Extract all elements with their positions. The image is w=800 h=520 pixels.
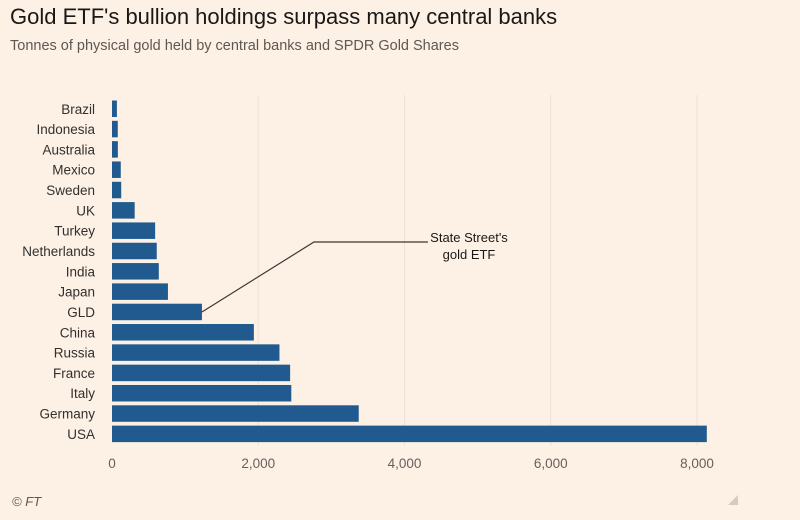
category-label: Australia [42, 142, 95, 157]
category-label: Turkey [54, 224, 95, 239]
bar [112, 263, 159, 280]
bar-chart: Brazil Indonesia Australia Mexico Sweden UK Tu… [22, 95, 714, 471]
category-label: Netherlands [22, 244, 95, 259]
bar [112, 202, 135, 219]
category-label: Brazil [61, 102, 95, 117]
category-label: Italy [70, 386, 95, 401]
bar [112, 405, 359, 422]
bar [112, 384, 292, 402]
bar [112, 100, 117, 117]
bar [112, 161, 121, 178]
category-label: India [66, 264, 96, 279]
bar [112, 425, 707, 443]
category-label: Indonesia [36, 122, 95, 137]
category-label: UK [76, 203, 95, 218]
bar [112, 222, 156, 239]
x-tick-label: 2,000 [241, 456, 275, 471]
chart-subtitle: Tonnes of physical gold held by central … [10, 38, 459, 54]
category-label: USA [67, 427, 95, 442]
bar [112, 283, 168, 300]
category-label: GLD [67, 305, 95, 320]
category-label: Russia [54, 346, 96, 361]
category-label: Japan [58, 285, 95, 300]
x-tick-label: 4,000 [388, 456, 422, 471]
source-credit: © FT [12, 494, 42, 509]
bar [112, 324, 254, 341]
category-label: Germany [39, 407, 95, 422]
chart-title: Gold ETF's bullion holdings surpass many… [10, 4, 558, 29]
x-tick-label: 6,000 [534, 456, 568, 471]
annotation-label: gold ETF [443, 247, 496, 262]
x-tick-label: 0 [108, 456, 116, 471]
bar [112, 303, 202, 321]
annotation-leader-line [201, 241, 428, 313]
category-label: France [53, 366, 95, 381]
annotation-label: State Street's [430, 230, 508, 245]
category-label: Sweden [46, 183, 95, 198]
category-label: China [60, 325, 96, 340]
bar [112, 364, 291, 382]
bar [112, 181, 122, 199]
x-tick-label: 8,000 [680, 456, 714, 471]
bar [112, 120, 118, 138]
category-label: Mexico [52, 163, 95, 178]
resize-grip-icon [728, 495, 738, 505]
bar [112, 344, 280, 361]
bar [112, 242, 157, 260]
bar [112, 141, 118, 158]
